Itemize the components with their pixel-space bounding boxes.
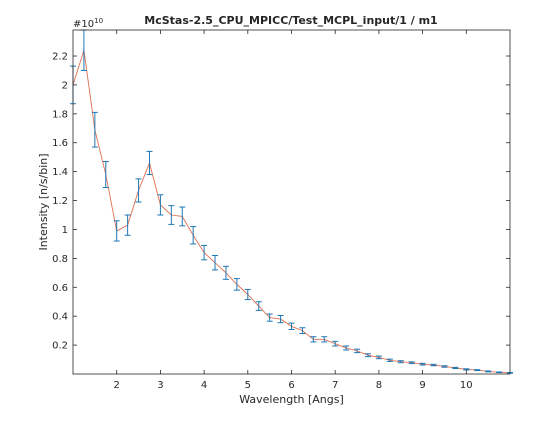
error-bar: [146, 150, 153, 176]
error-bar: [113, 220, 120, 242]
y-tick-label: 1.4: [52, 167, 68, 178]
error-bar: [157, 194, 164, 216]
error-bar: [354, 348, 361, 354]
x-tick-label: 9: [419, 380, 425, 391]
error-bar: [201, 244, 208, 261]
y-exponent-base: #10: [73, 19, 94, 30]
y-tick-label: 2: [62, 80, 68, 91]
error-bar: [321, 336, 328, 343]
y-tick-label: 0.6: [52, 283, 68, 294]
error-bar: [277, 314, 284, 324]
error-bar: [179, 206, 186, 227]
error-bar: [364, 353, 371, 358]
error-bar: [135, 178, 142, 203]
error-bar: [408, 361, 415, 365]
x-tick-label: 2: [114, 380, 120, 391]
error-bar: [419, 362, 426, 366]
error-bar: [441, 365, 448, 368]
y-axis-label: Intensity [n/s/bin]: [37, 153, 50, 250]
error-bar: [168, 205, 175, 225]
error-bar: [452, 366, 459, 370]
series-layer: [70, 29, 513, 374]
error-bar: [212, 254, 219, 271]
axes-layer: 2 3 4 5 6 7 8 9 10 0.2 0.4 0.6 0.8 1 1.2 1.4 1.6 1.8 2 2.2: [52, 29, 511, 391]
y-tick-label: 0.4: [52, 312, 68, 323]
error-bar: [310, 336, 317, 343]
error-bar: [255, 301, 262, 311]
error-bar: [496, 371, 503, 374]
x-tick-label: 3: [157, 380, 163, 391]
x-axis-label: Wavelength [Angs]: [239, 393, 344, 406]
error-bar: [244, 288, 251, 301]
error-bar: [102, 161, 109, 189]
error-bar: [430, 363, 437, 367]
error-bar: [190, 226, 197, 245]
x-tick-label: 10: [460, 380, 473, 391]
y-tick-label: 2.2: [52, 52, 68, 63]
y-tick-label: 1: [62, 225, 68, 236]
x-tick-label: 7: [332, 380, 338, 391]
chart-title: McStas-2.5_CPU_MPICC/Test_MCPL_input/1 /…: [144, 14, 437, 27]
error-bar: [485, 370, 492, 373]
y-tick-label: 0.8: [52, 254, 68, 265]
error-bar: [233, 278, 240, 291]
y-tick-label: 0.2: [52, 341, 68, 352]
x-tick-label: 4: [201, 380, 207, 391]
y-tick-label: 1.8: [52, 109, 68, 120]
error-bar: [299, 327, 306, 335]
error-bar: [91, 111, 98, 148]
y-axis-exponent-label: #1010: [73, 17, 103, 30]
y-tick-label: 1.2: [52, 196, 68, 207]
error-bar: [397, 360, 404, 364]
x-tick-label: 5: [245, 380, 251, 391]
x-tick-label: 8: [376, 380, 382, 391]
error-bar: [375, 355, 382, 360]
error-bar: [343, 345, 350, 351]
error-bar: [386, 358, 393, 362]
y-exponent-power: 10: [94, 17, 103, 25]
error-bar: [222, 265, 229, 280]
x-tick-label: 6: [288, 380, 294, 391]
error-bar: [463, 368, 470, 371]
plot-area: [73, 30, 510, 374]
error-bar: [288, 322, 295, 330]
error-bar: [474, 369, 481, 372]
error-bar: [332, 340, 339, 347]
y-tick-label: 1.6: [52, 138, 68, 149]
error-bar: [124, 214, 131, 236]
error-bar: [266, 313, 273, 322]
